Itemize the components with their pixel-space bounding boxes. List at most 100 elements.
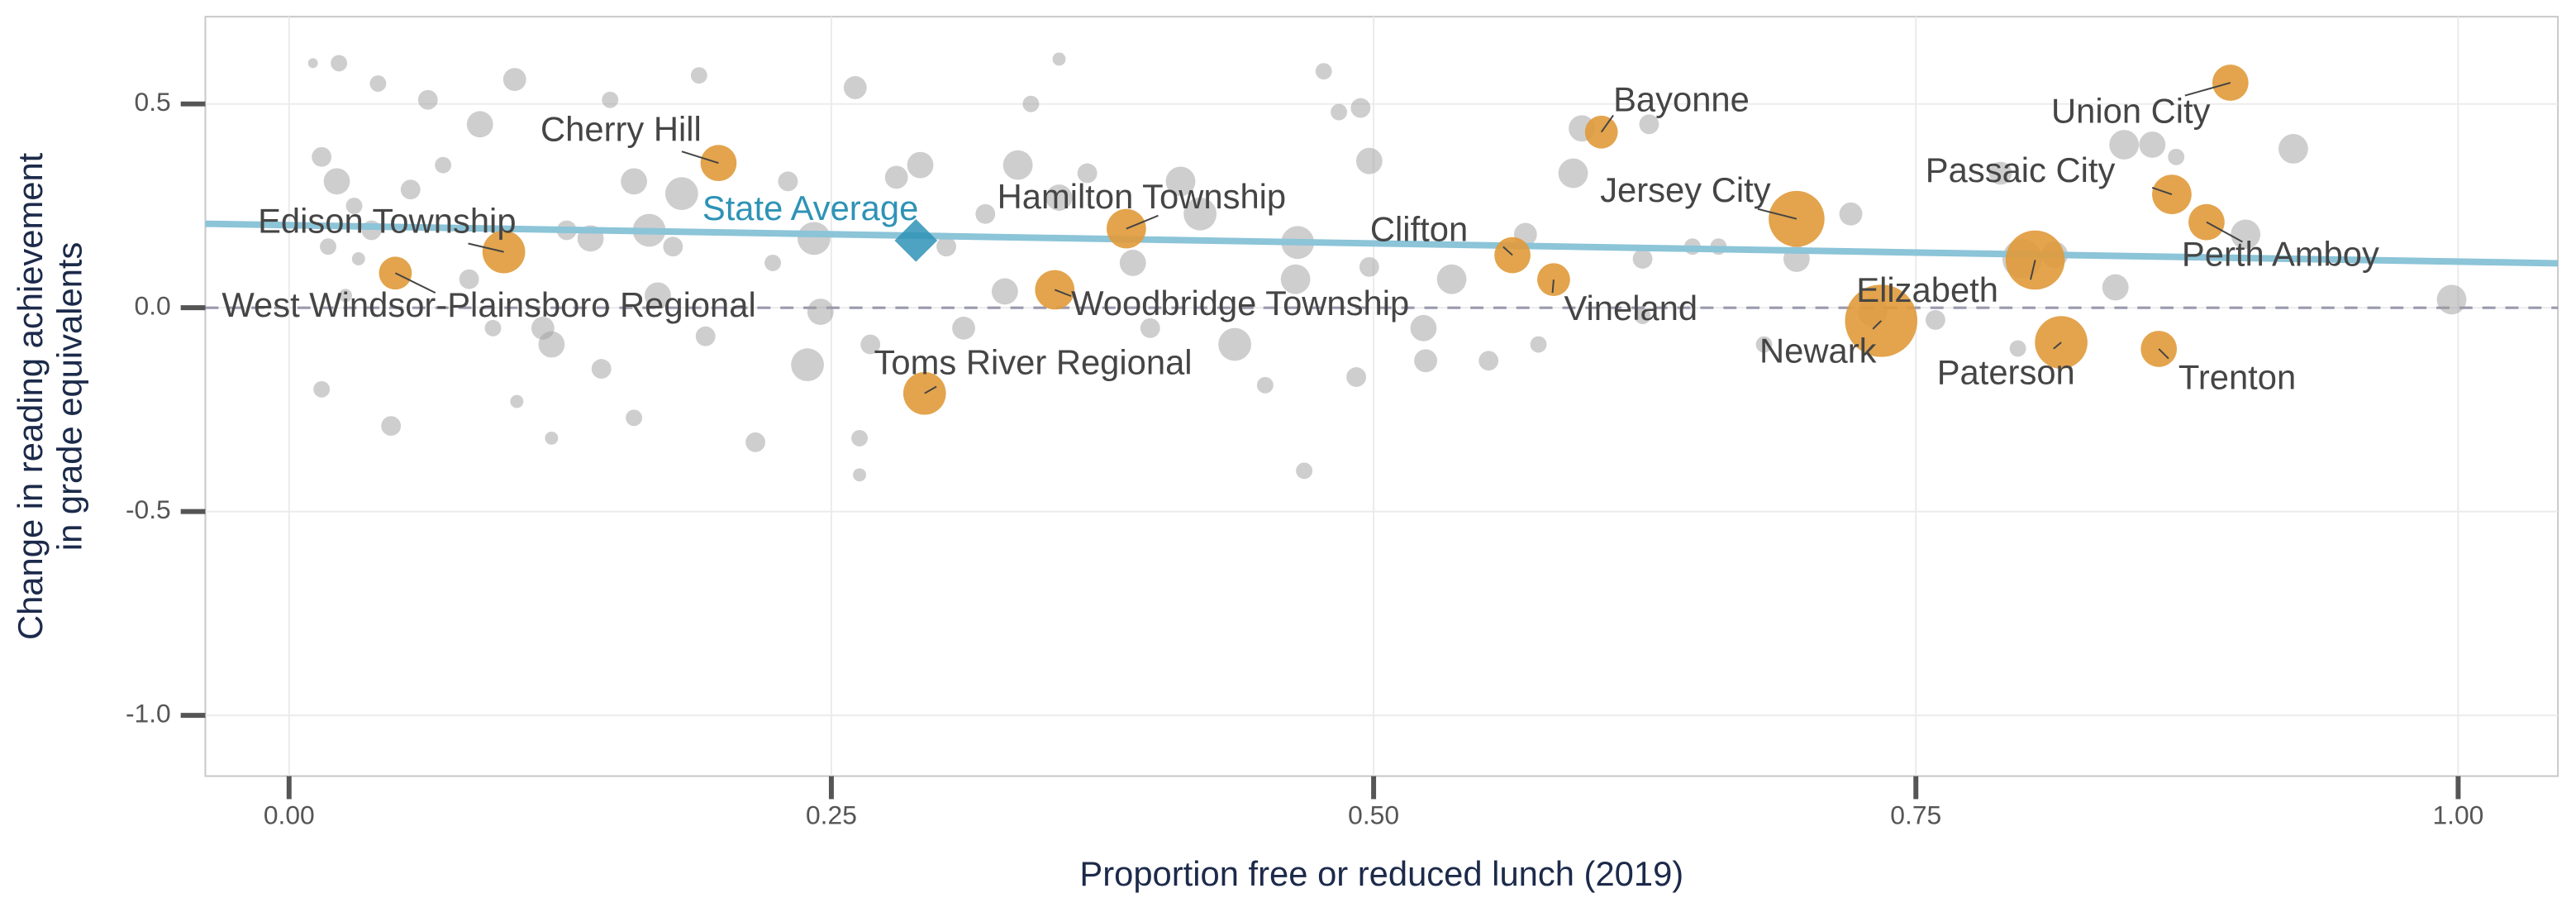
district-label: Bayonne: [1613, 80, 1750, 119]
point: [345, 197, 363, 214]
point: [807, 299, 834, 325]
point: [907, 151, 934, 179]
point: [369, 75, 387, 92]
point: [992, 278, 1018, 305]
leader-line: [2158, 348, 2169, 360]
district-point: [1494, 236, 1531, 274]
x-axis-title: Proportion free or reduced lunch (2019): [1079, 854, 1683, 893]
point: [1755, 336, 1773, 353]
point: [2102, 274, 2129, 301]
point: [435, 156, 452, 174]
point: [778, 171, 798, 192]
point: [323, 168, 350, 195]
district-point: [1584, 115, 1618, 149]
point: [538, 331, 565, 358]
point: [1331, 103, 1348, 121]
point: [1119, 250, 1146, 276]
point: [1218, 327, 1252, 361]
trend-line: [205, 220, 2559, 267]
point: [1077, 163, 1098, 184]
leader-line: [2151, 186, 2173, 196]
leader-line: [1872, 320, 1882, 330]
point: [1256, 376, 1274, 394]
point: [1634, 308, 1651, 324]
y-axis-title-line: in grade equivalents: [50, 242, 88, 552]
leader-line: [924, 385, 937, 394]
point: [2168, 148, 2185, 165]
point: [484, 319, 502, 337]
point: [400, 179, 421, 200]
district-label: Passaic City: [1926, 150, 2116, 189]
point: [331, 55, 348, 72]
leader-line: [1054, 289, 1072, 298]
point: [843, 76, 867, 99]
point: [1632, 249, 1653, 269]
leader-line: [1600, 114, 1614, 133]
district-label: Elizabeth: [1856, 270, 1998, 309]
district-label: Newark: [1759, 332, 1877, 370]
y-tick-label: -0.5: [126, 494, 171, 524]
point: [621, 168, 648, 195]
point: [1052, 52, 1066, 66]
point: [764, 255, 782, 271]
district-label: Perth Amboy: [2182, 234, 2379, 273]
point: [313, 380, 331, 398]
point: [1925, 310, 1945, 330]
district-label: Paterson: [1937, 353, 2075, 392]
leader-line: [2184, 82, 2231, 97]
y-tick-label: 0.5: [135, 87, 171, 117]
point: [545, 431, 559, 445]
point: [860, 334, 881, 355]
point: [1355, 147, 1383, 174]
point: [307, 58, 318, 69]
point: [695, 326, 716, 346]
district-label: Cherry Hill: [540, 109, 702, 148]
point: [1045, 184, 1073, 211]
point: [339, 289, 352, 303]
point: [2009, 340, 2026, 357]
district-point: [902, 371, 946, 415]
point: [884, 165, 908, 189]
leader-line: [681, 150, 719, 165]
point: [853, 468, 867, 482]
point: [591, 359, 612, 380]
district-point: [2152, 174, 2192, 214]
point: [1296, 462, 1313, 480]
point: [791, 348, 824, 382]
point: [1988, 161, 2012, 185]
y-axis-title-line: Change in reading achievement: [11, 152, 50, 640]
leader-line: [1551, 279, 1555, 294]
point: [1639, 114, 1659, 135]
point: [2231, 219, 2261, 250]
point: [1022, 95, 1040, 112]
point: [1530, 336, 1547, 353]
state-average-marker: [894, 218, 938, 262]
point: [1350, 98, 1371, 118]
point: [952, 316, 975, 340]
plot-panel: [204, 16, 2559, 777]
leader-line: [2206, 221, 2243, 243]
point: [2278, 134, 2308, 164]
district-label: Clifton: [1370, 210, 1468, 249]
point: [2139, 131, 2166, 158]
point: [1359, 256, 1379, 277]
point: [1414, 349, 1438, 373]
leader-line: [1502, 246, 1513, 256]
point: [664, 177, 698, 211]
point: [1315, 63, 1332, 80]
point: [312, 146, 332, 167]
point: [381, 416, 402, 437]
leader-line: [468, 242, 504, 253]
district-point: [2140, 331, 2178, 367]
point: [1478, 351, 1499, 371]
x-tick-label: 0.00: [264, 800, 315, 830]
point: [745, 432, 766, 452]
point: [510, 394, 524, 408]
district-label: Union City: [2051, 92, 2211, 131]
point: [2109, 130, 2140, 160]
point: [1183, 197, 1217, 231]
district-label: Vineland: [1564, 289, 1697, 327]
point: [1002, 150, 1033, 180]
state-average-label: State Average: [702, 189, 918, 227]
